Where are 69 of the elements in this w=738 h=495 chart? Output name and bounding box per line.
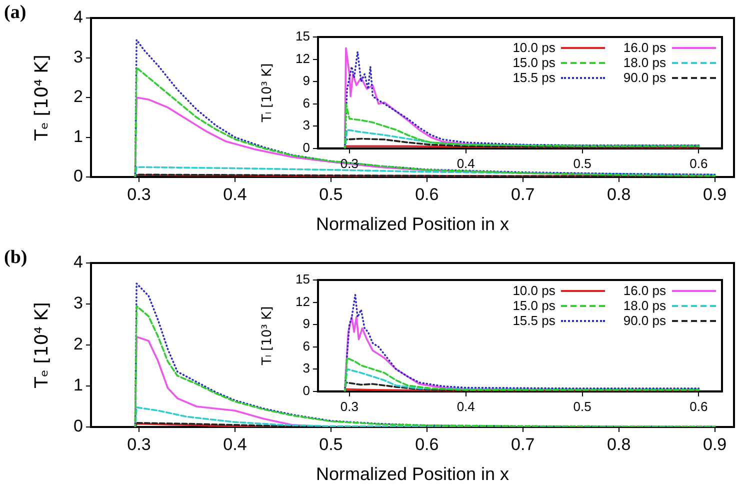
line-series: [344, 138, 700, 148]
legend-label: 90.0 ps: [623, 313, 666, 328]
x-tick-label: 0.5: [573, 398, 592, 414]
y-tick-label: 0: [302, 382, 310, 398]
x-tick-label: 0.3: [127, 434, 151, 454]
y-axis-title: Tₗ [10³ K]: [260, 63, 276, 124]
x-tick-label: 0.6: [690, 156, 708, 171]
x-axis-title: Normalized Position in x: [316, 214, 510, 234]
y-tick-label: 0: [74, 166, 83, 186]
x-tick-label: 0.3: [127, 184, 151, 204]
y-tick-label: 3: [74, 47, 83, 66]
x-tick-label: 0.4: [223, 434, 247, 454]
y-tick-label: 4: [74, 8, 83, 27]
y-axis-title: Tₗ [10³ K]: [260, 306, 276, 366]
legend-label: 16.0 ps: [623, 283, 666, 298]
y-tick-label: 1: [74, 376, 83, 395]
x-tick-label: 0.6: [415, 434, 439, 454]
y-tick-label: 12: [296, 50, 310, 66]
legend-label: 15.0 ps: [512, 298, 556, 313]
legend-label: 15.5 ps: [512, 313, 556, 328]
legend-label: 10.0 ps: [512, 283, 556, 298]
x-tick-label: 0.8: [607, 184, 631, 204]
x-tick-label: 0.4: [456, 156, 475, 171]
line-series: [344, 102, 700, 148]
x-tick-label: 0.4: [456, 398, 475, 414]
x-tick-label: 0.6: [690, 398, 708, 414]
x-tick-label: 0.9: [702, 184, 727, 204]
y-tick-label: 12: [296, 294, 310, 309]
legend-label: 15.5 ps: [512, 70, 556, 85]
x-tick-label: 0.7: [511, 434, 535, 454]
y-tick-label: 0: [302, 140, 310, 155]
y-tick-label: 9: [302, 316, 310, 332]
line-series: [344, 368, 700, 392]
y-tick-label: 3: [302, 360, 310, 376]
legend-label: 90.0 ps: [623, 70, 666, 85]
y-tick-label: 6: [302, 95, 310, 110]
y-tick-label: 2: [74, 87, 83, 106]
x-axis-title: Normalized Position in x: [316, 464, 510, 484]
x-tick-label: 0.3: [340, 398, 358, 414]
y-tick-label: 15: [296, 272, 310, 287]
y-tick-label: 1: [74, 126, 83, 146]
x-tick-label: 0.9: [702, 434, 727, 454]
y-axis-title: Tₑ [10⁴ K]: [31, 54, 52, 142]
legend-label: 18.0 ps: [623, 298, 666, 313]
x-tick-label: 0.7: [511, 184, 535, 204]
line-series: [344, 382, 700, 392]
x-tick-label: 0.5: [319, 184, 343, 204]
y-tick-label: 6: [302, 338, 310, 354]
y-axis-title: Tₑ [10⁴ K]: [31, 302, 52, 389]
y-tick-label: 2: [74, 334, 83, 354]
x-tick-label: 0.8: [607, 434, 631, 454]
legend-label: 18.0 ps: [623, 55, 666, 70]
y-tick-label: 0: [74, 416, 83, 436]
chart-title: (a): [4, 2, 26, 24]
y-tick-label: 15: [296, 28, 310, 44]
line-series: [344, 128, 700, 148]
line-series: [344, 357, 700, 392]
x-tick-label: 0.5: [319, 434, 343, 454]
legend-label: 16.0 ps: [623, 40, 666, 55]
chart-title: (b): [4, 247, 28, 269]
legend-label: 10.0 ps: [512, 40, 556, 55]
y-tick-label: 3: [302, 118, 310, 133]
legend-label: 15.0 ps: [512, 55, 556, 70]
x-tick-label: 0.4: [223, 184, 247, 204]
x-tick-label: 0.5: [573, 156, 592, 171]
y-tick-label: 9: [302, 73, 310, 88]
y-tick-label: 4: [74, 252, 83, 272]
y-tick-label: 3: [74, 294, 83, 313]
x-tick-label: 0.6: [415, 184, 439, 204]
